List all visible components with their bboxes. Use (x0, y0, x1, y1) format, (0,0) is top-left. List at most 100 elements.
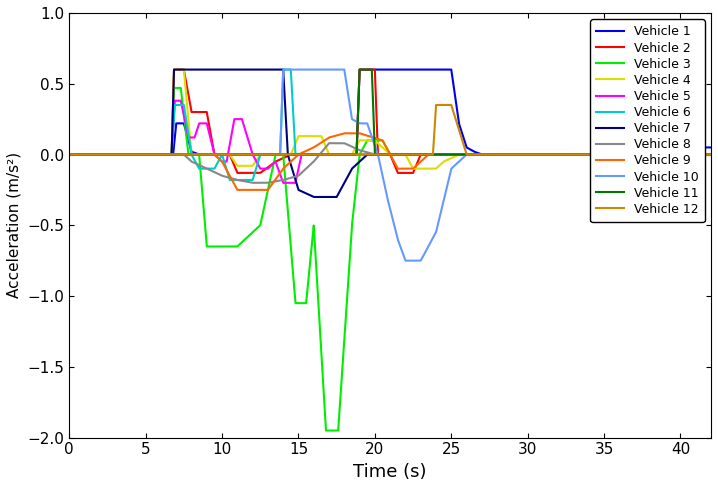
Vehicle 2 (169, 67, 178, 73)
Vehicle 7 (707, 152, 715, 158)
Vehicle 6 (445, 152, 454, 158)
Vehicle 1 (444, 67, 453, 73)
Vehicle 5 (297, 152, 306, 158)
Vehicle 2 (541, 152, 549, 158)
Vehicle 1 (541, 152, 549, 158)
Vehicle 5 (65, 152, 73, 158)
Vehicle 10 (707, 152, 715, 158)
Vehicle 7 (445, 152, 454, 158)
Vehicle 10 (297, 67, 306, 73)
Vehicle 11 (97, 152, 106, 158)
Vehicle 12 (297, 152, 306, 158)
Vehicle 11 (65, 152, 73, 158)
Vehicle 9 (65, 152, 73, 158)
Vehicle 6 (65, 152, 73, 158)
Vehicle 2 (65, 152, 73, 158)
Vehicle 10 (445, 175, 454, 181)
Vehicle 11 (541, 152, 549, 158)
Vehicle 3 (169, 85, 178, 91)
Vehicle 12 (444, 102, 453, 108)
Line: Vehicle 5: Vehicle 5 (69, 101, 711, 183)
Vehicle 3 (97, 152, 106, 158)
Vehicle 1 (707, 144, 715, 150)
Vehicle 7 (97, 152, 106, 158)
Vehicle 9 (541, 152, 549, 158)
Vehicle 3 (297, 300, 306, 306)
Vehicle 5 (575, 152, 584, 158)
Vehicle 8 (473, 152, 482, 158)
Vehicle 7 (575, 152, 584, 158)
Vehicle 4 (297, 133, 306, 139)
Vehicle 2 (575, 152, 584, 158)
Vehicle 3 (575, 152, 584, 158)
Vehicle 1 (355, 67, 364, 73)
Vehicle 10 (473, 152, 482, 158)
Vehicle 5 (541, 152, 549, 158)
Vehicle 4 (65, 152, 73, 158)
Vehicle 5 (97, 152, 106, 158)
Vehicle 9 (707, 152, 715, 158)
Vehicle 7 (473, 152, 482, 158)
Line: Vehicle 7: Vehicle 7 (69, 70, 711, 197)
Vehicle 2 (97, 152, 106, 158)
Legend: Vehicle 1, Vehicle 2, Vehicle 3, Vehicle 4, Vehicle 5, Vehicle 6, Vehicle 7, Veh: Vehicle 1, Vehicle 2, Vehicle 3, Vehicle… (590, 19, 705, 222)
Vehicle 2 (473, 152, 482, 158)
Vehicle 10 (401, 258, 410, 264)
Y-axis label: Acceleration (m/s²): Acceleration (m/s²) (7, 152, 22, 298)
Vehicle 4 (707, 152, 715, 158)
Vehicle 1 (65, 152, 73, 158)
Vehicle 2 (707, 152, 715, 158)
Vehicle 11 (707, 152, 715, 158)
Vehicle 9 (340, 130, 349, 136)
Line: Vehicle 10: Vehicle 10 (69, 70, 711, 261)
Vehicle 9 (233, 187, 242, 193)
Line: Vehicle 12: Vehicle 12 (69, 105, 711, 155)
Vehicle 7 (297, 188, 306, 194)
Vehicle 3 (707, 152, 715, 158)
Vehicle 5 (473, 152, 482, 158)
Vehicle 1 (297, 152, 306, 158)
Vehicle 3 (445, 152, 454, 158)
Vehicle 8 (297, 170, 306, 176)
Vehicle 10 (541, 152, 549, 158)
Vehicle 8 (575, 152, 584, 158)
Vehicle 10 (65, 152, 73, 158)
Vehicle 12 (97, 152, 106, 158)
Vehicle 9 (97, 152, 106, 158)
Vehicle 4 (575, 152, 584, 158)
Vehicle 12 (472, 152, 481, 158)
Line: Vehicle 2: Vehicle 2 (69, 70, 711, 173)
Vehicle 5 (445, 152, 454, 158)
Vehicle 4 (445, 156, 454, 162)
Vehicle 3 (322, 427, 330, 433)
Line: Vehicle 1: Vehicle 1 (69, 70, 711, 155)
Vehicle 1 (97, 152, 106, 158)
Vehicle 6 (707, 152, 715, 158)
Vehicle 6 (225, 177, 234, 183)
Vehicle 9 (297, 150, 306, 156)
Vehicle 7 (65, 152, 73, 158)
Line: Vehicle 4: Vehicle 4 (69, 70, 711, 169)
Vehicle 9 (575, 152, 584, 158)
Vehicle 3 (473, 152, 482, 158)
Vehicle 8 (541, 152, 549, 158)
Vehicle 4 (409, 166, 417, 172)
Vehicle 9 (473, 152, 482, 158)
Vehicle 4 (169, 67, 178, 73)
Line: Vehicle 9: Vehicle 9 (69, 133, 711, 190)
Line: Vehicle 3: Vehicle 3 (69, 88, 711, 430)
Line: Vehicle 6: Vehicle 6 (69, 70, 711, 180)
Vehicle 2 (297, 152, 306, 158)
Line: Vehicle 11: Vehicle 11 (69, 70, 711, 155)
Vehicle 2 (233, 170, 242, 176)
Vehicle 4 (473, 152, 482, 158)
Vehicle 3 (65, 152, 73, 158)
Vehicle 7 (169, 67, 178, 73)
Vehicle 9 (445, 152, 454, 158)
Vehicle 8 (445, 152, 454, 158)
Vehicle 6 (575, 152, 584, 158)
Vehicle 6 (541, 152, 549, 158)
Vehicle 11 (355, 67, 364, 73)
Vehicle 4 (97, 152, 106, 158)
X-axis label: Time (s): Time (s) (353, 463, 427, 481)
